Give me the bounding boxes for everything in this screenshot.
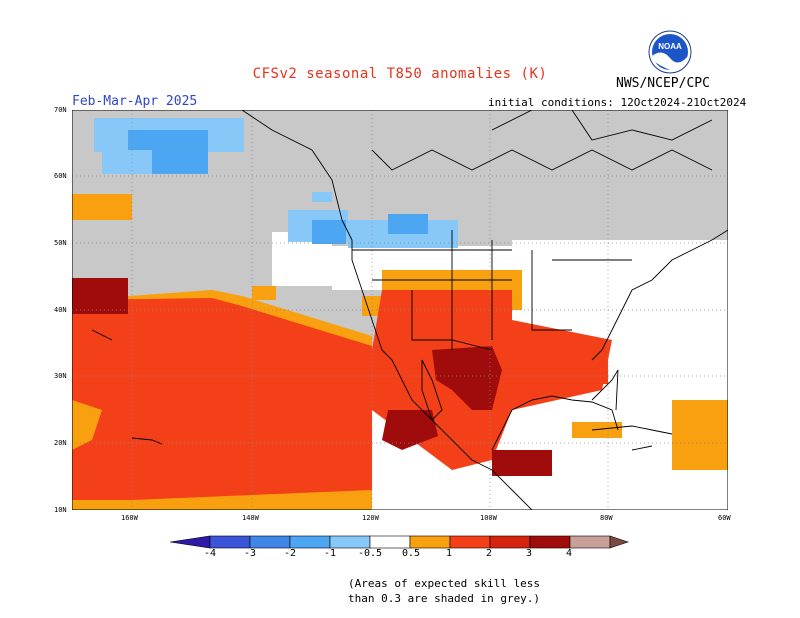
map-title: CFSv2 seasonal T850 anomalies (K) xyxy=(252,66,548,82)
colorbar-label: 4 xyxy=(566,548,573,559)
lon-label: 140W xyxy=(242,514,259,522)
lat-label: 40N xyxy=(54,306,67,314)
anomaly-map xyxy=(71,109,729,514)
skill-note: than 0.3 are shaded in grey.) xyxy=(348,592,541,605)
lat-label: 60N xyxy=(54,172,67,180)
initial-conditions: initial conditions: 12Oct2024-21Oct2024 xyxy=(488,96,747,109)
cold-anomaly-region xyxy=(94,118,458,248)
colorbar-label: 2 xyxy=(486,548,493,559)
graticule xyxy=(72,110,728,510)
colorbar-label: -4 xyxy=(204,548,217,559)
colorbar-label: 3 xyxy=(526,548,533,559)
lat-label: 30N xyxy=(54,372,67,380)
lat-label: 20N xyxy=(54,439,67,447)
coastlines xyxy=(91,109,729,511)
colorbar-label: -0.5 xyxy=(358,548,383,559)
lon-label: 80W xyxy=(600,514,613,522)
lon-label: 160W xyxy=(121,514,138,522)
colorbar-label: -3 xyxy=(244,548,257,559)
colorbar xyxy=(169,534,630,553)
colorbar-label: 0.5 xyxy=(402,548,421,559)
colorbar-label: 1 xyxy=(446,548,453,559)
colorbar-label: -1 xyxy=(324,548,337,559)
lon-label: 60W xyxy=(718,514,731,522)
colorbar-label: -2 xyxy=(284,548,297,559)
warm-anomaly-region xyxy=(72,194,728,510)
skill-note: (Areas of expected skill less xyxy=(348,577,541,590)
agency-label: NWS/NCEP/CPC xyxy=(616,76,710,91)
noaa-logo: NOAA xyxy=(648,30,692,78)
forecast-period: Feb-Mar-Apr 2025 xyxy=(72,94,198,109)
lon-label: 100W xyxy=(480,514,497,522)
lat-label: 10N xyxy=(54,506,67,514)
lat-label: 70N xyxy=(54,106,67,114)
lon-label: 120W xyxy=(362,514,379,522)
lat-label: 50N xyxy=(54,239,67,247)
svg-text:NOAA: NOAA xyxy=(658,42,682,51)
